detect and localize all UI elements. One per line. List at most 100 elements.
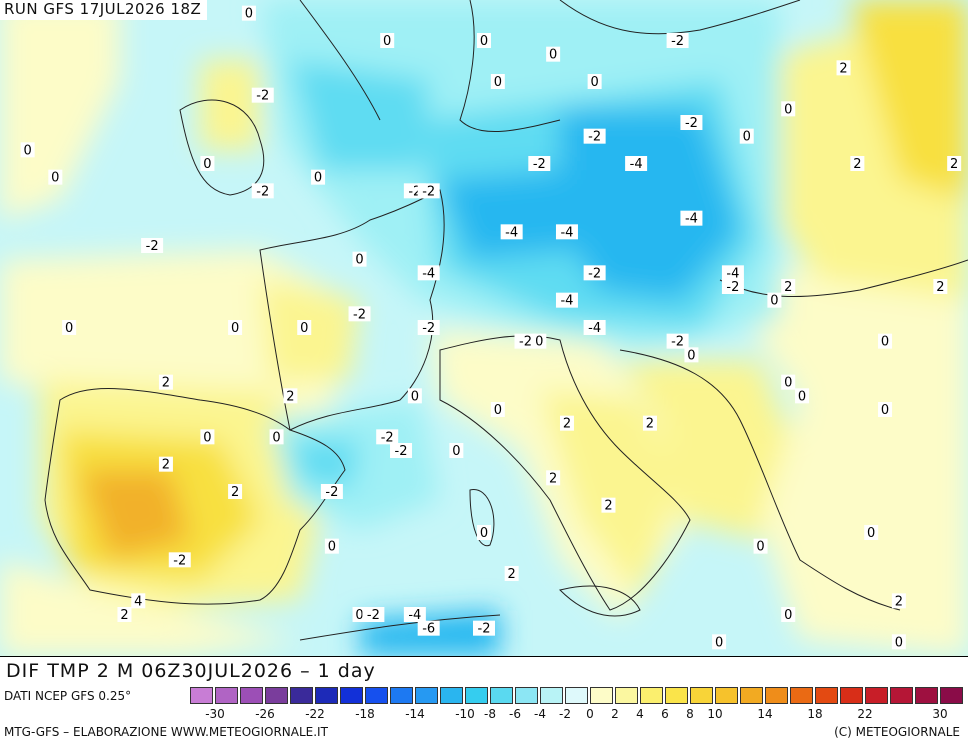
legend-swatch [539, 687, 564, 704]
map-value-text: 0 [784, 608, 792, 623]
map-value-text: -2 [173, 553, 186, 568]
legend-swatch [789, 687, 814, 704]
map-value-label: 0 [864, 525, 879, 541]
map-value-text: -2 [533, 157, 546, 172]
map-value-label: 0 [20, 142, 35, 158]
map-value-text: -4 [685, 212, 698, 227]
map-value-label: -2 [583, 265, 606, 281]
map-value-text: 0 [203, 157, 211, 172]
legend-tick-label: -8 [484, 707, 496, 721]
map-value-label: 0 [767, 292, 782, 309]
legend-tick-label: -14 [405, 707, 425, 721]
map-value-text: -2 [395, 444, 408, 459]
map-value-label: -2 [251, 183, 274, 199]
map-value-label: 0 [684, 347, 699, 363]
map-value-label: -2 [583, 128, 606, 145]
map-value-text: 2 [895, 594, 903, 609]
legend-tick-label: 22 [857, 707, 873, 721]
map-value-label: 0 [532, 333, 547, 350]
legend-swatch [889, 687, 913, 704]
map-value-label: 0 [490, 402, 505, 418]
legend-swatch [314, 687, 339, 704]
map-value-label: 2 [836, 60, 851, 76]
map-value-text: 0 [51, 171, 59, 186]
map-value-text: 0 [895, 635, 903, 650]
map-value-label: 0 [712, 634, 727, 650]
map-value-label: 0 [324, 538, 339, 555]
map-value-label: -2 [514, 333, 537, 350]
map-value-label: 0 [739, 128, 754, 145]
legend-swatch [864, 687, 888, 704]
legend-swatch [289, 687, 314, 704]
map-value-text: -2 [256, 184, 269, 199]
map-value-text: 2 [646, 417, 654, 432]
map-value-label: 0 [546, 46, 561, 63]
map-value-label: -4 [555, 292, 578, 309]
map-value-label: -4 [555, 224, 578, 240]
map-value-label: 0 [449, 443, 464, 459]
map-value-text: 0 [770, 294, 778, 309]
map-value-text: 2 [563, 417, 571, 432]
map-value-text: -4 [726, 266, 739, 281]
map-value-label: 2 [642, 415, 657, 432]
map-value-label: -6 [417, 620, 440, 637]
map-value-label: 0 [477, 33, 491, 49]
legend-swatch [739, 687, 764, 704]
map-value-text: -2 [422, 184, 435, 199]
map-value-label: -2 [362, 607, 385, 623]
map-value-label: 2 [933, 279, 948, 295]
legend-tick-label: 14 [757, 707, 773, 721]
map-value-label: -2 [666, 33, 689, 49]
map-value-label: -4 [680, 210, 703, 227]
map-value-text: 2 [604, 499, 612, 514]
map-value-text: 2 [120, 608, 128, 623]
legend-tick-label: -22 [305, 707, 325, 721]
map-value-text: 2 [508, 567, 516, 582]
map-value-text: 0 [355, 253, 363, 268]
map-value-text: -2 [478, 622, 491, 637]
map-value-text: 2 [549, 471, 557, 486]
legend-tick-label: -26 [255, 707, 275, 721]
map-value-label: -2 [141, 238, 164, 254]
map-value-text: 0 [535, 335, 543, 350]
legend-swatch [239, 687, 264, 704]
map-value-text: 0 [231, 321, 239, 336]
map-value-label: 2 [850, 156, 865, 172]
legend-swatch [814, 687, 838, 704]
map-value-label: -2 [666, 333, 689, 350]
map-value-text: 0 [881, 335, 889, 350]
map-value-text: -4 [588, 321, 601, 336]
map-value-text: -2 [422, 321, 435, 336]
coastlines [44, 0, 968, 641]
map-value-text: 0 [743, 130, 751, 145]
legend-tick-label: 8 [686, 707, 694, 721]
map-value-label: 0 [228, 320, 243, 336]
legend-tick-label: 6 [661, 707, 669, 721]
map-value-label: 0 [297, 320, 312, 336]
legend-tick-label: -18 [355, 707, 375, 721]
map-value-text: 0 [590, 75, 598, 90]
map-value-label: 0 [48, 169, 63, 186]
legend-swatch [589, 687, 614, 704]
map-value-text: 0 [452, 444, 460, 459]
legend-swatch [914, 687, 938, 704]
map-value-label: 0 [380, 33, 395, 49]
map-value-text: -4 [560, 225, 573, 240]
color-scale-ticks: -30 -26 -22 -18 -14 -10 -8 -6 -4 -2 0 2 4 6 8 10 14 18 22 3… [190, 707, 968, 723]
legend-tick-label: -6 [509, 707, 521, 721]
footer: DATI NCEP GFS 0.25° -30 -26 -22 -18 -14 -10 -8… [0, 685, 968, 745]
map-value-label: -2 [721, 279, 744, 295]
legend-swatch [564, 687, 589, 704]
map-value-label: 0 [795, 388, 810, 404]
map-value-label: 0 [62, 320, 77, 336]
legend-swatch [364, 687, 389, 704]
legend-tick-label: 4 [636, 707, 644, 721]
map-value-text: 2 [839, 61, 847, 76]
map-value-label: 0 [891, 634, 906, 650]
map-value-text: 0 [480, 526, 488, 541]
map-value-text: 0 [881, 403, 889, 418]
map-value-text: -2 [685, 116, 698, 131]
map-value-text: 0 [867, 526, 875, 541]
map-value-text: 0 [245, 7, 253, 22]
